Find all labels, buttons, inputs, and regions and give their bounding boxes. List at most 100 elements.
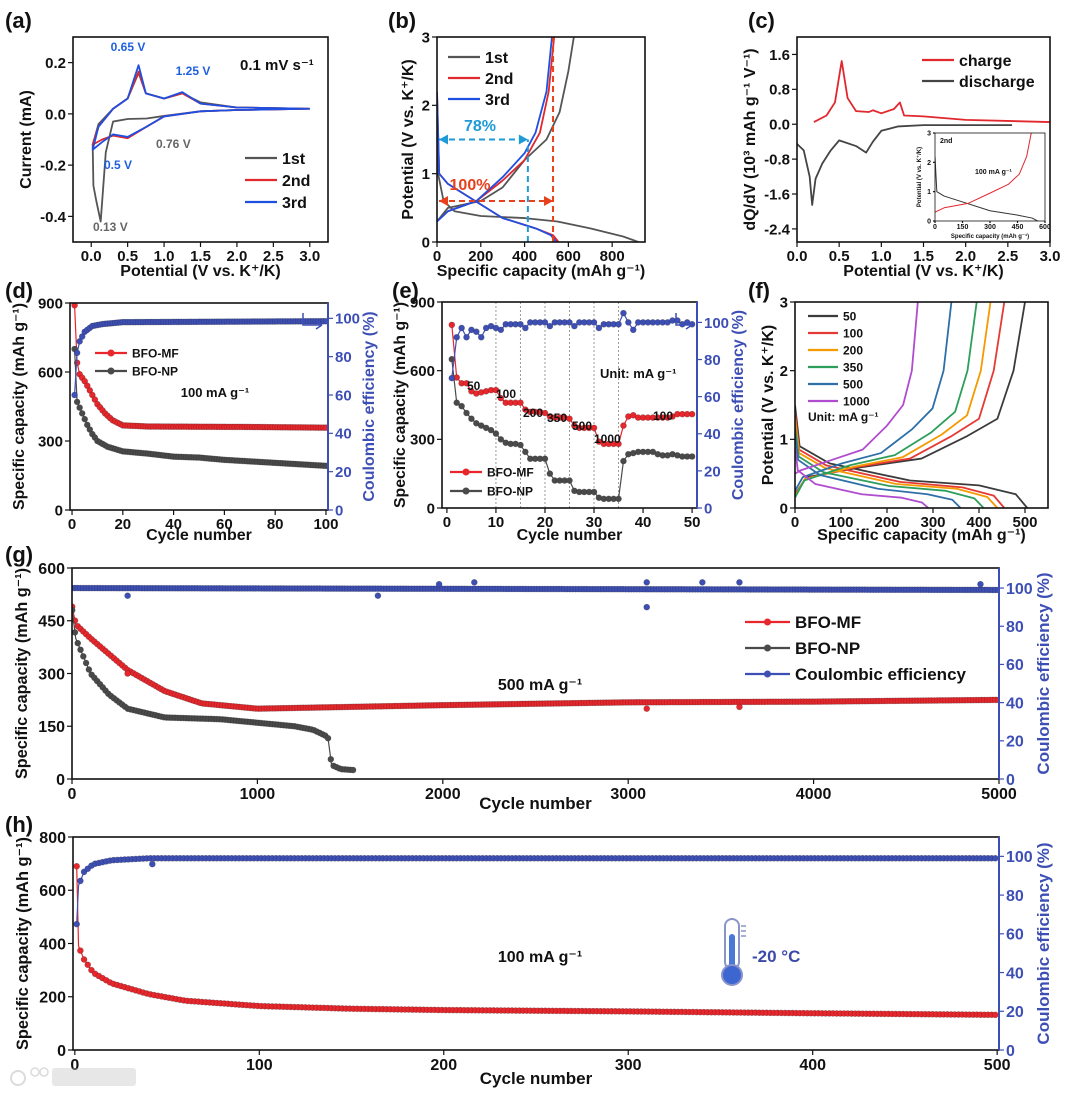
data-point	[349, 766, 357, 774]
annotation-label: 100 mA g⁻¹	[498, 949, 582, 966]
y2-tick-label: 80	[704, 352, 721, 369]
watermark-logo	[10, 1067, 136, 1086]
y-tick-label: 0	[427, 500, 435, 517]
y2-tick-label: 40	[1006, 965, 1024, 982]
series-500	[795, 302, 962, 508]
data-point	[546, 470, 554, 477]
panel-label: (f)	[748, 278, 770, 303]
data-point	[688, 453, 696, 460]
x-axis-title: Cycle number	[480, 1069, 593, 1088]
data-point	[471, 579, 478, 586]
x-tick-label: 10	[488, 514, 505, 531]
axis-pointer-arrow-icon	[302, 313, 323, 330]
y2-tick-label: 100	[704, 315, 729, 332]
x-tick-label: 150	[957, 224, 969, 231]
panel-h: 0 100 200 300 400 500020040060080002040608010…	[5, 812, 1053, 1088]
data-point	[85, 666, 93, 673]
x-tick-label: 0	[933, 224, 937, 231]
x-tick-label: 450	[1012, 224, 1024, 231]
y2-tick-label: 60	[704, 389, 721, 406]
data-point	[448, 374, 456, 382]
annotation-label: 0.5 V	[104, 158, 132, 172]
y-tick-label: 2	[422, 98, 430, 115]
y-tick-label: 3	[780, 294, 788, 311]
data-point	[566, 415, 573, 423]
data-point	[81, 415, 89, 423]
data-point	[81, 377, 89, 385]
x-tick-label: 60	[216, 516, 233, 533]
data-point	[463, 333, 470, 341]
y2-tick-label: 0	[335, 502, 343, 519]
annotation-label: 100 mA g⁻¹	[975, 169, 1013, 176]
x-tick-label: 100	[246, 1057, 273, 1074]
y-tick-label: 600	[410, 363, 435, 380]
data-point	[546, 322, 554, 330]
legend-label: BFO-MF	[132, 346, 179, 360]
y-axis-title: Potential (V vs. K⁺/K)	[916, 147, 923, 207]
plot-background	[442, 302, 697, 508]
x-tick-label: 200	[430, 1057, 457, 1074]
data-point	[492, 430, 500, 437]
panel-d: 0 20 40 60 80 1000300600900020406080100Cycle …	[5, 278, 378, 544]
legend-marker	[462, 468, 470, 476]
temperature-label: -20 °C	[752, 947, 800, 966]
y-tick-label: 600	[38, 561, 65, 578]
data-point	[86, 426, 94, 433]
data-point	[620, 422, 627, 429]
plot-area	[795, 302, 1028, 508]
y-tick-label: 0	[55, 502, 63, 519]
y-tick-label: 150	[38, 719, 65, 736]
y-tick-label: 1.6	[769, 47, 790, 64]
arrowhead-icon	[439, 134, 448, 145]
y-tick-label: -0.4	[40, 209, 67, 226]
x-axis-title: Specific capacity (mAh g⁻¹)	[437, 263, 646, 280]
plot-background	[437, 37, 645, 242]
y-tick-label: 2	[780, 363, 788, 380]
data-point	[541, 409, 549, 417]
data-point	[374, 592, 382, 599]
series-line	[437, 91, 558, 242]
plot-background	[70, 303, 328, 510]
x-tick-label: 500	[984, 1057, 1011, 1074]
legend-label: 500	[843, 377, 863, 391]
series-bfo-np	[71, 345, 328, 470]
data-point	[124, 670, 131, 677]
y-tick-label: -2.4	[764, 221, 791, 238]
panel-f: 0 100 200 300 400 500 0 1 2 3 Specific capacity (m…	[748, 278, 1049, 544]
series-charge	[813, 60, 1050, 123]
x-tick-label: 1.5	[190, 248, 211, 265]
data-point	[477, 333, 485, 341]
data-point	[595, 324, 603, 332]
x-tick-label: 100	[313, 516, 338, 533]
y-tick-label: 0	[57, 1043, 66, 1060]
data-point	[78, 333, 86, 340]
panel-label: (d)	[5, 278, 33, 303]
annotation-label: 50	[467, 379, 481, 393]
y2-tick-label: 60	[1006, 927, 1024, 944]
y-tick-label: 600	[39, 883, 66, 900]
plot-background	[795, 302, 1048, 508]
x-tick-label: 2.0	[226, 248, 247, 265]
data-point	[322, 317, 328, 325]
x-tick-label: 3000	[610, 786, 646, 803]
y-tick-label: 0	[780, 500, 788, 517]
y-axis-title: Specific capacity (mAh g⁻¹)	[392, 302, 409, 508]
x-tick-label: 0	[443, 514, 451, 531]
data-point	[590, 319, 598, 326]
legend-label: BFO-NP	[132, 364, 178, 378]
annotation-label: Unit: mA g⁻¹	[808, 410, 879, 424]
y-axis-title: Potential (V vs. K⁺/K)	[760, 325, 777, 485]
series-bfo-mf	[448, 321, 696, 448]
data-point	[322, 424, 328, 431]
data-point	[83, 421, 91, 429]
legend-marker	[764, 670, 771, 678]
x-axis-title: Potential (V vs. K⁺/K)	[120, 263, 280, 280]
arrowhead-icon	[544, 196, 554, 206]
annotation-label: 0.13 V	[93, 220, 128, 234]
data-point	[625, 319, 632, 326]
data-point	[473, 328, 480, 335]
y-axis-title: Specific capacity (mAh g⁻¹)	[11, 303, 28, 510]
x-tick-label: 600	[556, 248, 581, 265]
data-point	[73, 920, 80, 928]
x-tick-label: 2.0	[955, 248, 976, 265]
